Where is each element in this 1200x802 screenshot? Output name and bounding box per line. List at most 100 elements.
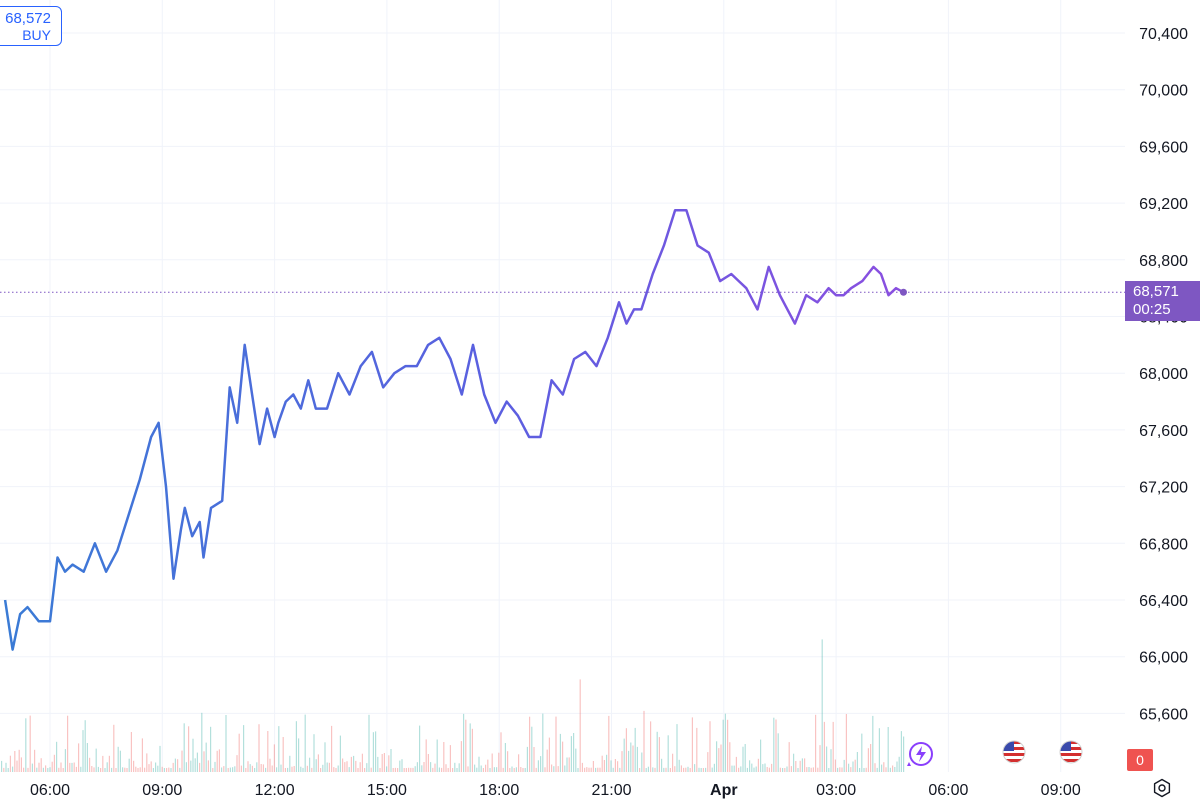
volume-bar: [511, 766, 513, 772]
volume-bar: [111, 767, 113, 772]
volume-bar: [762, 764, 764, 772]
volume-bars: [1, 639, 905, 772]
volume-bar: [859, 768, 861, 772]
volume-bar: [38, 762, 40, 772]
volume-bar: [302, 767, 304, 772]
volume-bar: [529, 716, 531, 772]
volume-bar: [434, 763, 436, 772]
volume-bar: [295, 721, 297, 772]
y-axis[interactable]: 70,40070,00069,60069,20068,80068,40068,0…: [1139, 26, 1188, 723]
volume-bar: [474, 764, 476, 772]
lightning-event-icon[interactable]: [903, 740, 935, 772]
volume-bar: [379, 768, 381, 772]
volume-bar: [359, 762, 361, 772]
volume-bar: [700, 768, 702, 772]
volume-bar: [245, 768, 247, 772]
volume-bar: [276, 767, 278, 772]
volume-bar: [141, 738, 143, 772]
volume-bar: [306, 765, 308, 772]
volume-bar: [117, 746, 119, 772]
volume-bar: [108, 755, 110, 772]
volume-bar: [53, 754, 55, 772]
volume-bar: [696, 727, 698, 772]
volume-bar: [559, 733, 561, 772]
volume-bar: [711, 767, 713, 772]
volume-bar: [73, 762, 75, 772]
volume-bar: [647, 766, 649, 772]
volume-bar: [887, 727, 889, 772]
volume-bar: [575, 748, 577, 772]
volume-bar: [643, 710, 645, 772]
volume-bar: [139, 767, 141, 772]
x-axis[interactable]: 06:00 09:00 12:00 15:00 18:00 21:00 Apr 03:00 06…: [30, 782, 1081, 799]
volume-bar: [524, 768, 526, 772]
volume-bar: [850, 767, 852, 772]
volume-bar: [801, 758, 803, 772]
volume-bar: [9, 755, 11, 772]
volume-bar: [405, 768, 407, 772]
volume-bar: [5, 762, 7, 772]
volume-bar: [218, 749, 220, 772]
volume-bar: [7, 768, 9, 772]
volume-bar: [163, 768, 165, 772]
volume-bar: [412, 767, 414, 772]
volume-bar: [342, 758, 344, 772]
volume-bar: [727, 719, 729, 772]
volume-bar: [773, 717, 775, 772]
volume-bar: [601, 755, 603, 772]
volume-bar: [810, 767, 812, 772]
volume-bar: [540, 756, 542, 772]
volume-bar: [551, 764, 553, 772]
volume-bar: [205, 742, 207, 772]
volume-bar: [223, 766, 225, 772]
volume-bar: [819, 745, 821, 772]
volume-bar: [586, 767, 588, 772]
volume-bar: [867, 748, 869, 772]
us-flag-event-icon[interactable]: [1002, 740, 1026, 764]
volume-bar: [372, 732, 374, 772]
volume-bar: [146, 753, 148, 772]
volume-bar: [119, 750, 121, 772]
volume-bar: [652, 767, 654, 772]
volume-bar: [672, 753, 674, 772]
volume-bar: [383, 753, 385, 772]
volume-bar: [183, 723, 185, 772]
volume-bar: [42, 767, 44, 772]
volume-bar: [443, 742, 445, 772]
volume-bar: [168, 767, 170, 772]
volume-bar: [546, 749, 548, 772]
volume-bar: [258, 724, 260, 772]
volume-bar: [293, 766, 295, 772]
y-tick-label: 70,400: [1139, 26, 1188, 43]
volume-bar: [502, 767, 504, 772]
volume-bar: [795, 761, 797, 772]
y-tick-label: 66,800: [1139, 536, 1188, 553]
volume-bar: [361, 753, 363, 772]
settings-gear-icon[interactable]: [1152, 778, 1172, 798]
volume-bar: [16, 760, 18, 772]
us-flag-event-icon-2[interactable]: [1059, 740, 1083, 764]
volume-bar: [537, 760, 539, 772]
alert-count-badge[interactable]: 0: [1127, 749, 1153, 771]
volume-bar: [766, 767, 768, 772]
volume-bar: [97, 766, 99, 772]
volume-bar: [18, 749, 20, 772]
volume-bar: [823, 721, 825, 772]
volume-bar: [436, 739, 438, 772]
volume-bar: [588, 767, 590, 772]
y-tick-label: 68,800: [1139, 253, 1188, 270]
volume-bar: [331, 725, 333, 772]
volume-bar: [702, 768, 704, 772]
volume-bar: [597, 767, 599, 772]
volume-bar: [333, 767, 335, 772]
buy-button[interactable]: 68,572 BUY: [0, 6, 62, 46]
volume-bar: [335, 768, 337, 772]
volume-bar: [568, 757, 570, 772]
volume-bar: [667, 735, 669, 772]
volume-bar: [815, 714, 817, 772]
volume-bar: [843, 759, 845, 772]
volume-bar: [401, 759, 403, 772]
volume-bar: [324, 742, 326, 772]
volume-bar: [355, 760, 357, 772]
